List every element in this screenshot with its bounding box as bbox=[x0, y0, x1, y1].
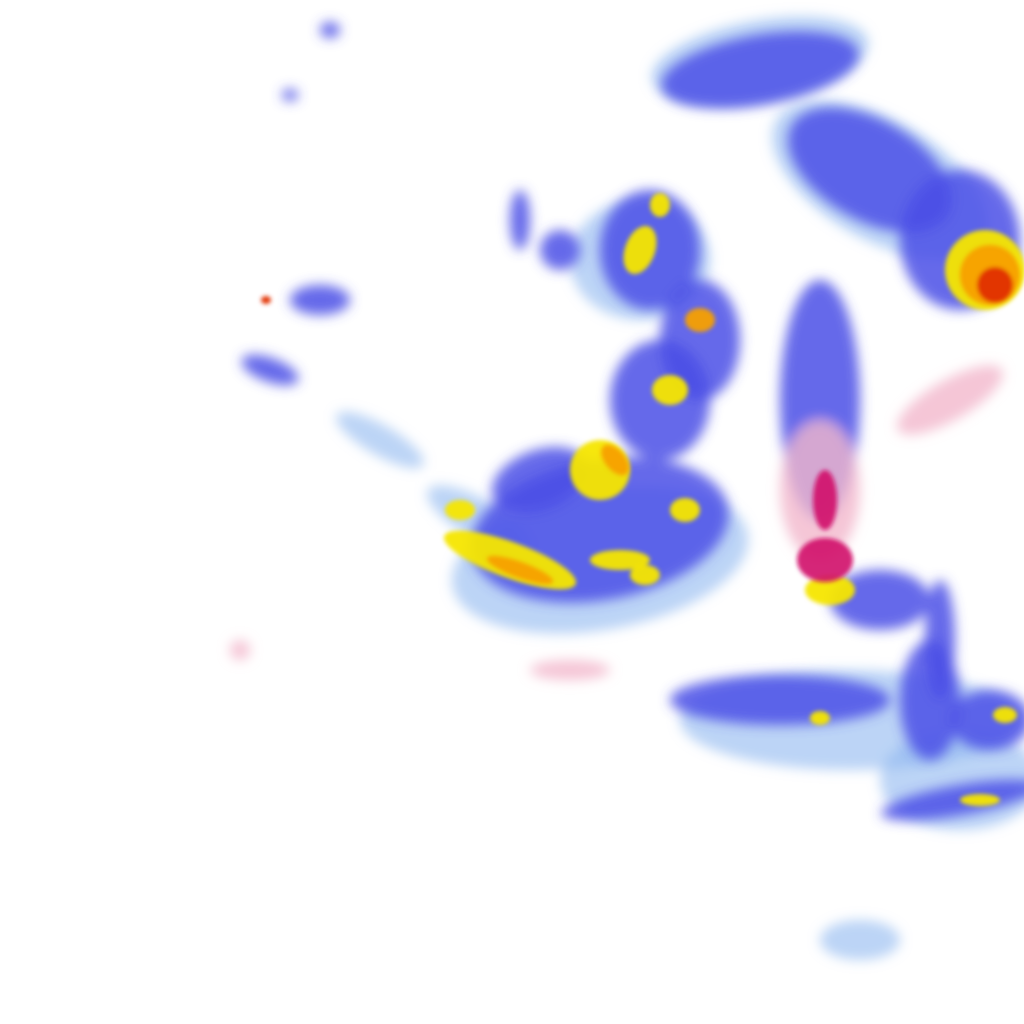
precip-moderate bbox=[900, 640, 960, 760]
precip-moderate bbox=[540, 230, 580, 270]
precip-mixed-light bbox=[230, 640, 250, 660]
precip-moderate bbox=[241, 354, 299, 386]
precip-intense bbox=[261, 296, 271, 304]
precip-heavy bbox=[805, 575, 855, 605]
precip-intense bbox=[601, 444, 629, 476]
precip-heavy bbox=[445, 500, 475, 520]
precip-moderate bbox=[320, 22, 340, 38]
precip-mixed-light bbox=[530, 660, 610, 680]
precip-mixed-heavy bbox=[813, 470, 837, 530]
precip-intense bbox=[685, 308, 715, 332]
precip-heavy bbox=[960, 794, 1000, 806]
precip-heavy bbox=[650, 193, 670, 217]
precip-light bbox=[820, 920, 900, 960]
precip-moderate bbox=[290, 285, 350, 315]
precip-moderate bbox=[510, 190, 530, 250]
precip-heavy bbox=[993, 707, 1017, 723]
precip-light bbox=[336, 411, 424, 469]
precip-mixed-light bbox=[897, 365, 1003, 435]
precip-moderate bbox=[830, 570, 930, 630]
precip-heavy bbox=[623, 225, 657, 275]
precip-mixed-heavy bbox=[797, 538, 853, 582]
precip-heavy bbox=[810, 711, 830, 725]
precip-intense bbox=[486, 555, 554, 585]
precip-heavy bbox=[590, 550, 650, 570]
precip-moderate bbox=[491, 447, 589, 513]
precip-moderate bbox=[661, 31, 859, 109]
precip-heavy bbox=[630, 565, 660, 585]
precip-intense bbox=[977, 267, 1013, 303]
precip-heavy bbox=[670, 498, 700, 522]
precip-moderate bbox=[950, 690, 1024, 750]
precip-moderate bbox=[670, 675, 890, 725]
precip-heavy bbox=[652, 375, 688, 405]
precip-moderate bbox=[282, 89, 298, 101]
